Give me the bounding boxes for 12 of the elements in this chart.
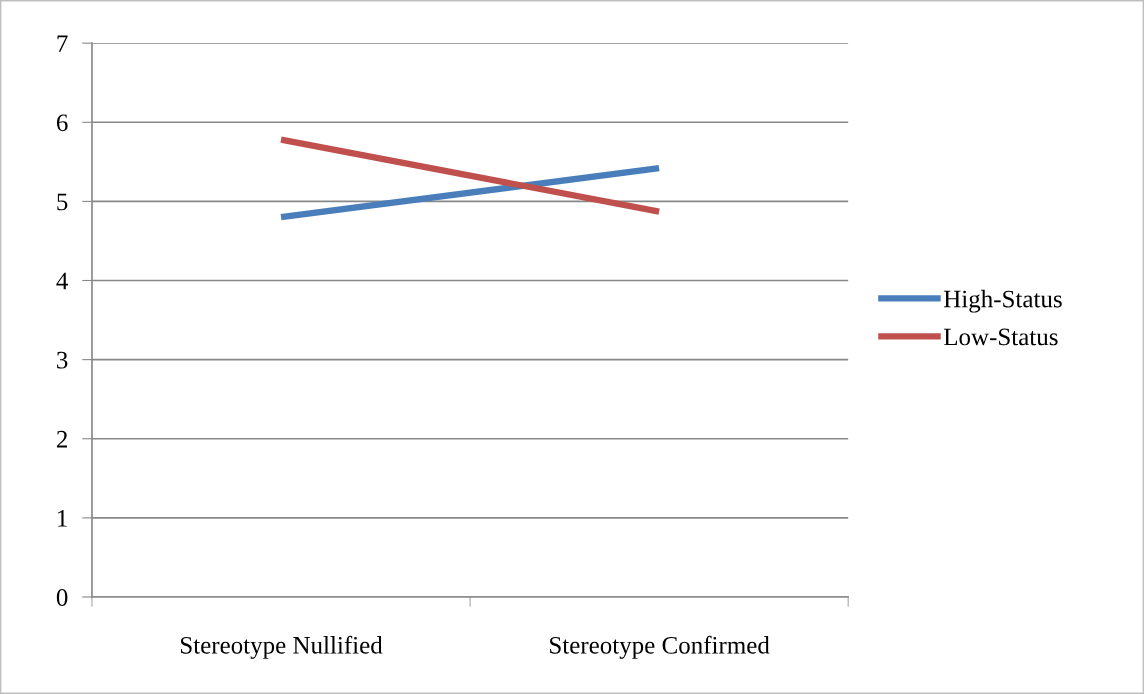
y-tick-label: 4 — [56, 272, 68, 290]
legend-label: High-Status — [943, 289, 1062, 313]
x-tick-label: Stereotype Nullified — [180, 635, 383, 659]
y-tick-label: 1 — [58, 510, 67, 527]
y-tick-label: 7 — [57, 35, 68, 52]
y-tick-label: 2 — [56, 430, 67, 448]
y-tick-label: 0 — [56, 589, 68, 606]
x-tick-label: Stereotype Confirmed — [550, 635, 770, 659]
legend-label: Low-Status — [943, 328, 1058, 346]
y-tick-label: 5 — [57, 193, 68, 211]
y-tick-label: 6 — [56, 114, 68, 132]
y-tick-label: 3 — [57, 351, 68, 369]
